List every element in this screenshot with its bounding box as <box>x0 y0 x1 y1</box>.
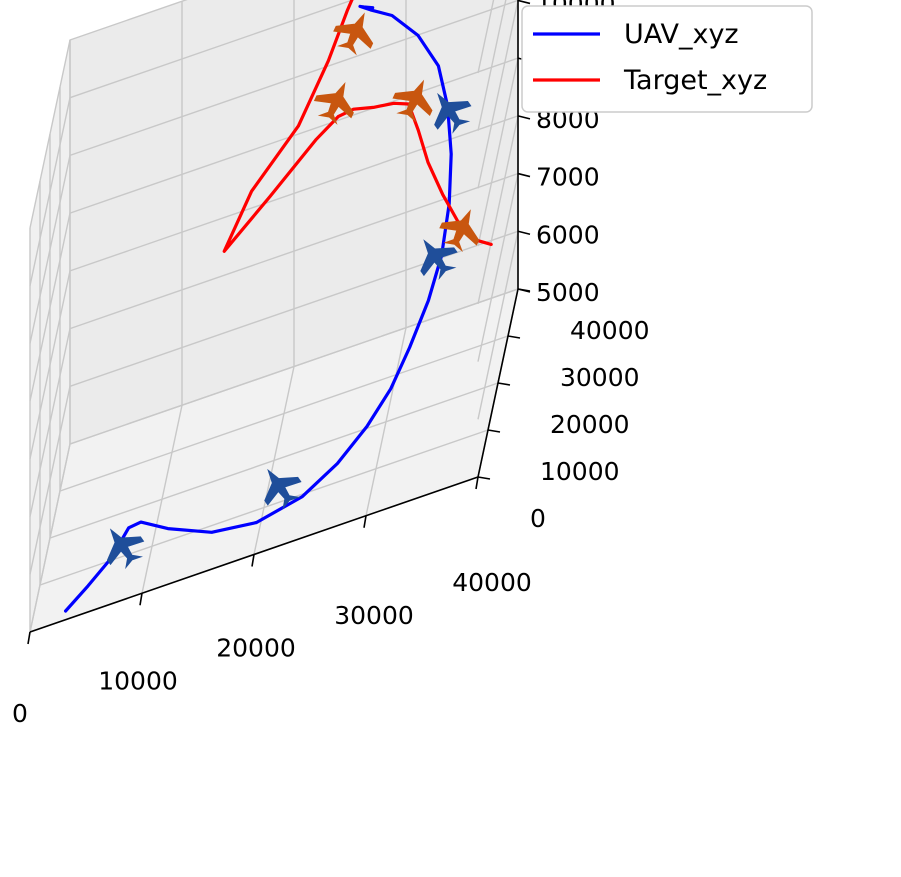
legend-label: UAV_xyz <box>624 19 739 50</box>
plane-marker <box>434 92 472 134</box>
x-tick-mark <box>27 631 31 645</box>
grid-line-z <box>29 0 495 229</box>
z-tick-mark <box>517 0 531 5</box>
y-tick-mark <box>487 429 501 433</box>
plane-marker <box>313 82 354 125</box>
y-tick-label: 10000 <box>540 457 620 486</box>
z-tick-mark <box>517 230 531 236</box>
grid-line-z <box>29 172 519 517</box>
x-tick-mark <box>475 476 479 490</box>
legend-label: Target_xyz <box>623 65 767 96</box>
plane-marker <box>264 468 302 510</box>
z-tick-mark <box>517 288 531 293</box>
z-tick-label: 6000 <box>536 220 600 249</box>
plane-marker <box>333 12 374 56</box>
plane-marker <box>392 79 433 123</box>
series-line-1 <box>63 4 453 613</box>
x-tick-mark <box>139 593 143 606</box>
y-tick-label: 30000 <box>560 363 640 392</box>
grid-line-z <box>29 114 519 460</box>
series-layer <box>63 0 493 613</box>
x-tick-mark <box>363 515 367 528</box>
grid-line-z <box>29 0 507 286</box>
z-tick-mark <box>517 172 531 178</box>
plane-marker <box>439 209 480 253</box>
z-tick-label: 7000 <box>536 163 600 192</box>
legend: UAV_xyz Target_xyz <box>521 5 813 113</box>
z-tick-label: 5000 <box>536 278 600 307</box>
x-tick-label: 40000 <box>452 568 532 597</box>
y-tick-label: 40000 <box>570 316 650 345</box>
y-tick-mark <box>507 335 521 339</box>
x-tick-label: 20000 <box>216 634 296 663</box>
z-tick-mark <box>517 115 531 120</box>
x-tick-label: 0 <box>12 699 28 728</box>
plane-marker <box>106 528 145 570</box>
y-tick-label: 0 <box>530 504 546 533</box>
grid-line-z <box>29 57 519 402</box>
grid-line-z <box>29 0 519 344</box>
y-tick-mark <box>497 382 511 386</box>
x-tick-label: 30000 <box>334 601 414 630</box>
plane-marker <box>420 239 458 281</box>
y-tick-label: 20000 <box>550 410 630 439</box>
x-tick-label: 10000 <box>98 666 178 695</box>
grid-lines <box>29 0 519 633</box>
x-tick-mark <box>251 554 255 567</box>
y-tick-mark <box>477 476 491 480</box>
grid-line-z <box>29 230 519 575</box>
